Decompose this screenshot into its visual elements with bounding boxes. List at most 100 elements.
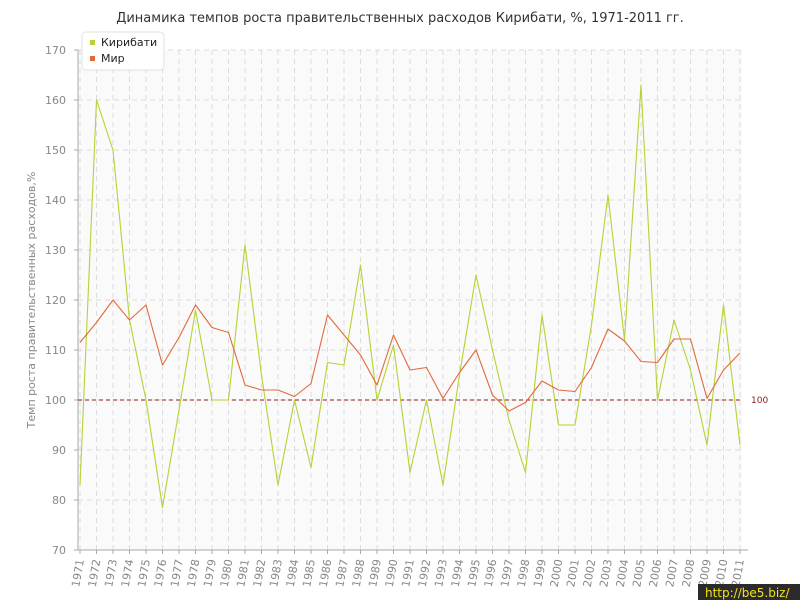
- x-tick-label: 2008: [680, 558, 698, 588]
- data-point: [326, 314, 328, 316]
- watermark-text: http://be5.biz/: [705, 586, 790, 600]
- data-point: [722, 369, 724, 371]
- x-tick-label: 1974: [119, 558, 137, 588]
- x-tick-label: 1989: [366, 558, 384, 588]
- data-point: [673, 338, 675, 340]
- data-point: [244, 384, 246, 386]
- x-tick-label: 2005: [630, 558, 648, 588]
- data-point: [145, 399, 147, 401]
- data-point: [590, 324, 592, 326]
- data-point: [475, 349, 477, 351]
- legend-box: [81, 31, 165, 71]
- series-lines: [79, 84, 741, 509]
- x-tick-label: 1981: [234, 558, 252, 588]
- data-point: [95, 99, 97, 101]
- y-tick-label: 80: [52, 494, 66, 507]
- data-point: [392, 344, 394, 346]
- x-tick-label: 1979: [201, 558, 219, 588]
- data-point: [607, 328, 609, 330]
- x-tick-label: 1988: [350, 558, 368, 588]
- x-tick-label: 1993: [432, 558, 450, 588]
- x-tick-label: 1991: [399, 558, 417, 588]
- data-point: [557, 424, 559, 426]
- data-point: [442, 484, 444, 486]
- data-point: [409, 369, 411, 371]
- data-point: [194, 304, 196, 306]
- x-tick-label: 1999: [531, 558, 549, 588]
- x-tick-label: 1977: [168, 558, 186, 588]
- data-point: [211, 399, 213, 401]
- x-tick-label: 1971: [69, 558, 87, 588]
- reference-line-group: 100: [78, 396, 768, 406]
- data-point: [343, 364, 345, 366]
- data-point: [475, 274, 477, 276]
- data-point: [673, 319, 675, 321]
- x-tick-label: 2000: [548, 558, 566, 588]
- data-point: [178, 336, 180, 338]
- x-tick-label: 1987: [333, 558, 351, 588]
- data-point: [79, 484, 81, 486]
- data-point: [244, 244, 246, 246]
- x-axis-ticks: 1971197219731974197519761977197819791980…: [69, 550, 747, 588]
- legend-swatch: [90, 56, 95, 61]
- x-tick-label: 2004: [614, 558, 632, 588]
- x-tick-label: 1984: [284, 558, 302, 588]
- x-tick-label: 2003: [597, 558, 615, 588]
- data-point: [376, 384, 378, 386]
- data-point: [260, 374, 262, 376]
- data-point: [574, 424, 576, 426]
- data-point: [425, 366, 427, 368]
- y-tick-label: 70: [52, 544, 66, 557]
- data-point: [590, 366, 592, 368]
- data-point: [211, 326, 213, 328]
- x-tick-label: 1978: [185, 558, 203, 588]
- data-point: [722, 304, 724, 306]
- x-tick-label: 1995: [465, 558, 483, 588]
- data-point: [161, 364, 163, 366]
- data-point: [607, 194, 609, 196]
- data-point: [425, 399, 427, 401]
- data-point: [409, 471, 411, 473]
- chart-title: Динамика темпов роста правительственных …: [116, 11, 684, 26]
- data-point: [227, 399, 229, 401]
- data-point: [194, 309, 196, 311]
- x-tick-label: 1996: [482, 558, 500, 588]
- data-point: [95, 321, 97, 323]
- x-tick-label: 1980: [218, 558, 236, 588]
- x-tick-label: 1986: [317, 558, 335, 588]
- y-tick-label: 100: [45, 394, 66, 407]
- data-point: [112, 149, 114, 151]
- data-point: [79, 341, 81, 343]
- data-point: [359, 354, 361, 356]
- data-point: [623, 340, 625, 342]
- y-tick-label: 160: [45, 94, 66, 107]
- x-tick-label: 2001: [564, 558, 582, 588]
- x-tick-label: 1972: [86, 558, 104, 588]
- data-point: [343, 334, 345, 336]
- data-point: [541, 380, 543, 382]
- x-tick-label: 2009: [696, 558, 714, 588]
- series-line-1: [79, 84, 741, 509]
- data-point: [491, 349, 493, 351]
- data-point: [656, 361, 658, 363]
- x-tick-label: 1998: [515, 558, 533, 588]
- data-point: [392, 334, 394, 336]
- data-point: [128, 319, 130, 321]
- x-tick-label: 1982: [251, 558, 269, 588]
- series-line-2: [79, 299, 741, 412]
- data-point: [293, 399, 295, 401]
- data-point: [491, 394, 493, 396]
- x-tick-label: 1985: [300, 558, 318, 588]
- y-tick-label: 110: [45, 344, 66, 357]
- legend-entry: Кирибати: [101, 36, 157, 49]
- data-point: [145, 304, 147, 306]
- y-tick-label: 170: [45, 44, 66, 57]
- reference-line-label: 100: [751, 396, 768, 406]
- data-point: [161, 506, 163, 508]
- x-tick-label: 2011: [729, 558, 747, 588]
- x-tick-label: 1983: [267, 558, 285, 588]
- x-tick-label: 1976: [152, 558, 170, 588]
- data-point: [508, 419, 510, 421]
- data-point: [557, 389, 559, 391]
